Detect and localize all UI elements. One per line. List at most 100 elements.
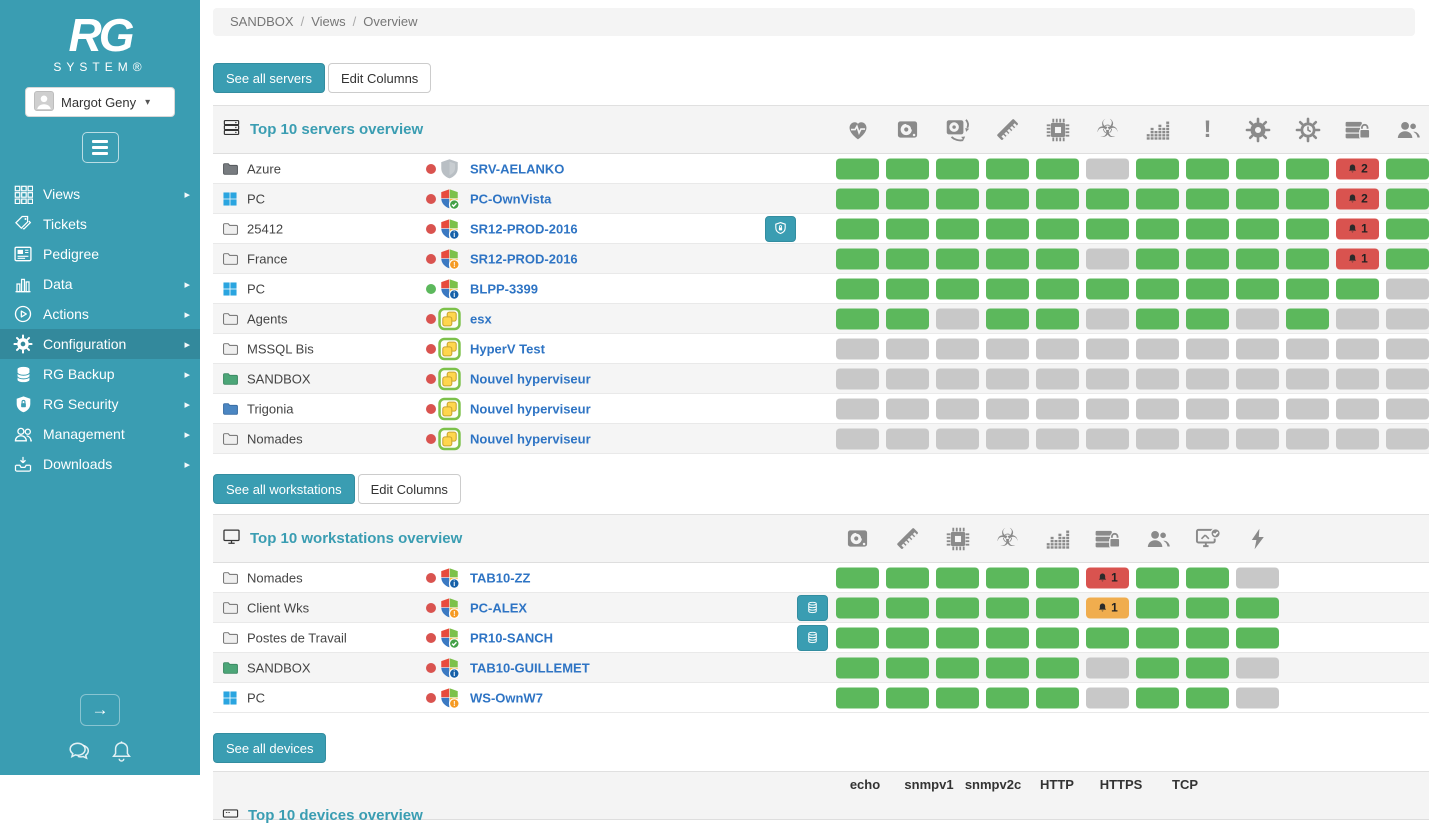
status-cell-green[interactable] <box>836 627 879 648</box>
status-cell-gray[interactable] <box>1236 687 1279 708</box>
status-cell-green[interactable] <box>886 597 929 618</box>
status-cell-green[interactable] <box>1236 627 1279 648</box>
status-cell-green[interactable] <box>1286 248 1329 269</box>
status-cell-gray[interactable] <box>986 398 1029 419</box>
status-cell-gray[interactable] <box>1086 368 1129 389</box>
status-cell-gray[interactable] <box>1086 158 1129 179</box>
status-cell-gray[interactable] <box>1336 398 1379 419</box>
sidebar-item-views[interactable]: Views ▸ <box>0 179 200 209</box>
status-cell-green[interactable] <box>1036 158 1079 179</box>
status-cell-green[interactable] <box>1336 278 1379 299</box>
status-cell-green[interactable] <box>1236 218 1279 239</box>
status-cell-gray[interactable] <box>1336 368 1379 389</box>
status-cell-green[interactable] <box>986 567 1029 588</box>
status-cell-green[interactable] <box>1036 188 1079 209</box>
status-cell-red[interactable]: 1 <box>1336 218 1379 239</box>
sidebar-item-pedigree[interactable]: Pedigree <box>0 239 200 269</box>
see-all-servers-button[interactable]: See all servers <box>213 63 325 93</box>
status-cell-red[interactable]: 1 <box>1336 248 1379 269</box>
status-cell-gray[interactable] <box>1136 398 1179 419</box>
status-cell-green[interactable] <box>1236 278 1279 299</box>
status-cell-gray[interactable] <box>1086 338 1129 359</box>
menu-toggle-button[interactable] <box>81 132 119 163</box>
status-cell-green[interactable] <box>936 687 979 708</box>
device-name-link[interactable]: PC-OwnVista <box>470 191 552 206</box>
edit-server-columns-button[interactable]: Edit Columns <box>327 63 432 93</box>
status-cell-green[interactable] <box>1186 278 1229 299</box>
device-name-link[interactable]: SR12-PROD-2016 <box>470 251 578 266</box>
status-cell-green[interactable] <box>886 218 929 239</box>
status-cell-green[interactable] <box>1236 248 1279 269</box>
status-cell-green[interactable] <box>1186 188 1229 209</box>
status-cell-gray[interactable] <box>1336 428 1379 449</box>
status-cell-gray[interactable] <box>1086 398 1129 419</box>
status-cell-gray[interactable] <box>936 338 979 359</box>
status-cell-green[interactable] <box>1136 188 1179 209</box>
status-cell-green[interactable] <box>1036 657 1079 678</box>
collapse-sidebar-button[interactable]: → <box>80 694 120 726</box>
status-cell-green[interactable] <box>886 687 929 708</box>
status-cell-gray[interactable] <box>1136 368 1179 389</box>
status-cell-gray[interactable] <box>1086 308 1129 329</box>
user-menu-button[interactable]: Margot Geny ▾ <box>25 87 175 117</box>
device-name-link[interactable]: SR12-PROD-2016 <box>470 221 578 236</box>
status-cell-orange[interactable]: 1 <box>1086 597 1129 618</box>
status-cell-gray[interactable] <box>886 398 929 419</box>
status-cell-green[interactable] <box>1136 627 1179 648</box>
status-cell-green[interactable] <box>1086 627 1129 648</box>
status-cell-green[interactable] <box>886 248 929 269</box>
backup-action-button[interactable] <box>797 624 828 651</box>
sidebar-item-rg-security[interactable]: RG Security ▸ <box>0 389 200 419</box>
sidebar-item-rg-backup[interactable]: RG Backup ▸ <box>0 359 200 389</box>
status-cell-gray[interactable] <box>1286 368 1329 389</box>
breadcrumb-item[interactable]: SANDBOX <box>230 14 294 29</box>
status-cell-green[interactable] <box>1286 158 1329 179</box>
status-cell-gray[interactable] <box>936 368 979 389</box>
sidebar-item-data[interactable]: Data ▸ <box>0 269 200 299</box>
status-cell-green[interactable] <box>1036 627 1079 648</box>
status-cell-green[interactable] <box>986 657 1029 678</box>
status-cell-green[interactable] <box>886 567 929 588</box>
status-cell-gray[interactable] <box>1136 338 1179 359</box>
edit-workstation-columns-button[interactable]: Edit Columns <box>357 474 461 504</box>
status-cell-green[interactable] <box>936 597 979 618</box>
status-cell-green[interactable] <box>1086 218 1129 239</box>
device-name-link[interactable]: TAB10-GUILLEMET <box>470 660 590 675</box>
device-name-link[interactable]: Nouvel hyperviseur <box>470 401 591 416</box>
status-cell-green[interactable] <box>1036 278 1079 299</box>
sidebar-item-management[interactable]: Management ▸ <box>0 419 200 449</box>
status-cell-green[interactable] <box>986 188 1029 209</box>
status-cell-green[interactable] <box>886 308 929 329</box>
status-cell-green[interactable] <box>836 188 879 209</box>
device-name-link[interactable]: BLPP-3399 <box>470 281 538 296</box>
device-name-link[interactable]: PC-ALEX <box>470 600 528 615</box>
breadcrumb-item[interactable]: Views <box>311 14 346 29</box>
status-cell-green[interactable] <box>1186 687 1229 708</box>
status-cell-gray[interactable] <box>1286 398 1329 419</box>
status-cell-green[interactable] <box>936 567 979 588</box>
status-cell-green[interactable] <box>986 158 1029 179</box>
status-cell-green[interactable] <box>1186 657 1229 678</box>
status-cell-green[interactable] <box>1186 218 1229 239</box>
status-cell-green[interactable] <box>1186 158 1229 179</box>
status-cell-gray[interactable] <box>1386 338 1429 359</box>
sidebar-item-actions[interactable]: Actions ▸ <box>0 299 200 329</box>
security-action-button[interactable] <box>765 215 796 242</box>
status-cell-gray[interactable] <box>1286 338 1329 359</box>
device-name-link[interactable]: HyperV Test <box>470 341 545 356</box>
status-cell-green[interactable] <box>1136 567 1179 588</box>
status-cell-green[interactable] <box>936 278 979 299</box>
status-cell-red[interactable]: 2 <box>1336 188 1379 209</box>
sidebar-item-configuration[interactable]: Configuration ▸ <box>0 329 200 359</box>
status-cell-green[interactable] <box>936 218 979 239</box>
status-cell-green[interactable] <box>1286 218 1329 239</box>
status-cell-green[interactable] <box>1286 278 1329 299</box>
status-cell-green[interactable] <box>1286 188 1329 209</box>
status-cell-gray[interactable] <box>936 398 979 419</box>
status-cell-green[interactable] <box>1236 597 1279 618</box>
status-cell-gray[interactable] <box>1336 308 1379 329</box>
sidebar-item-downloads[interactable]: Downloads ▸ <box>0 449 200 479</box>
status-cell-green[interactable] <box>1286 308 1329 329</box>
device-name-link[interactable]: SRV-AELANKO <box>470 161 565 176</box>
status-cell-gray[interactable] <box>1186 428 1229 449</box>
